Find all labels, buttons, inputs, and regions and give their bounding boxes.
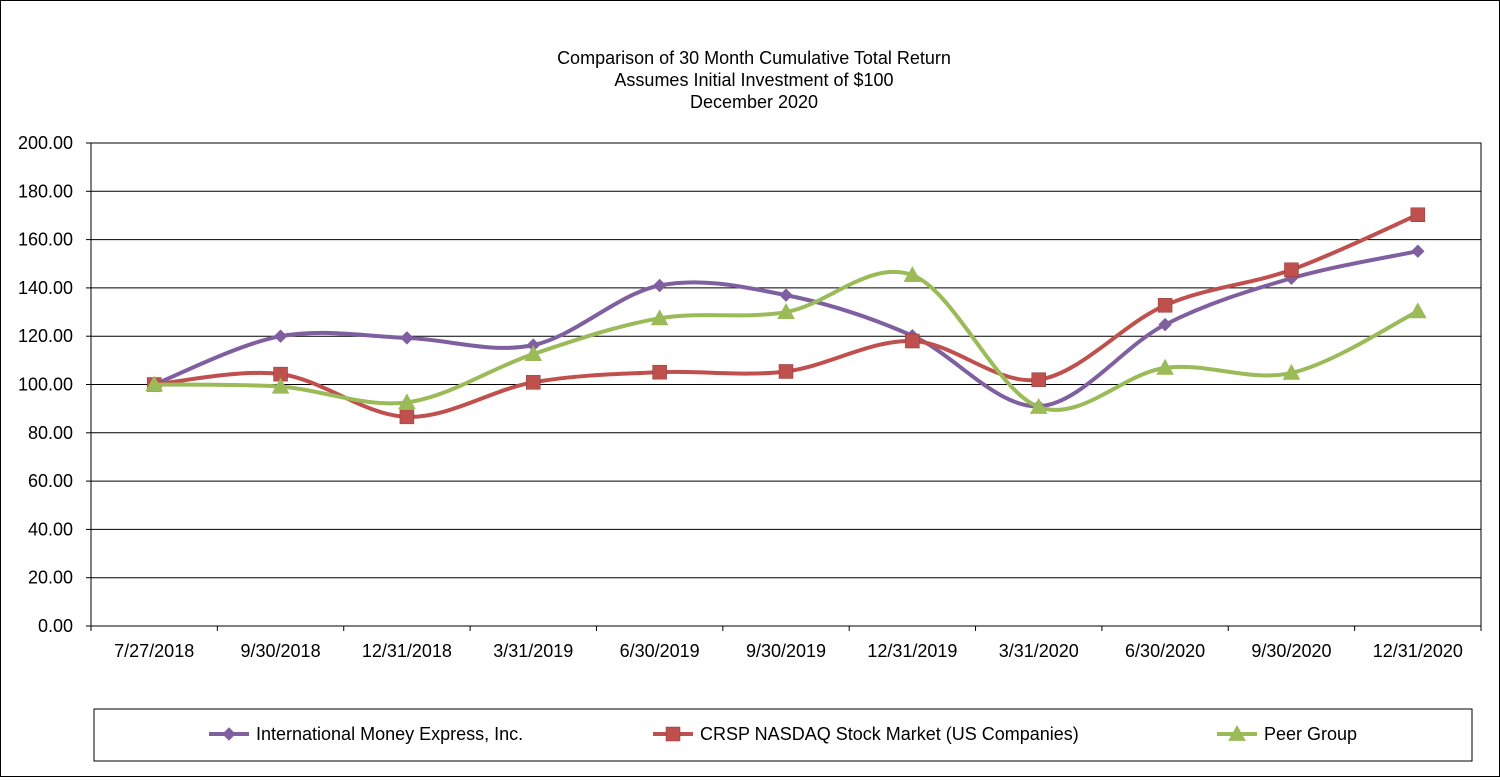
series-lines <box>145 207 1427 425</box>
data-point <box>399 409 415 425</box>
data-point <box>271 377 290 394</box>
y-tick-label: 120.00 <box>18 326 73 346</box>
data-point <box>526 375 541 390</box>
series-2 <box>146 207 1426 425</box>
legend-marker <box>1228 724 1246 741</box>
chart-title-line: December 2020 <box>690 92 818 112</box>
legend-marker <box>222 727 236 741</box>
y-tick-label: 0.00 <box>38 616 73 636</box>
y-tick-label: 60.00 <box>28 471 73 491</box>
y-tick-label: 100.00 <box>18 375 73 395</box>
data-point <box>1029 397 1048 414</box>
x-tick-label: 12/31/2019 <box>867 641 957 661</box>
x-tick-label: 6/30/2019 <box>620 641 700 661</box>
data-point <box>903 266 922 283</box>
data-point <box>1158 317 1172 332</box>
x-tick-label: 6/30/2020 <box>1125 641 1205 661</box>
y-tick-label: 180.00 <box>18 181 73 201</box>
x-tick-label: 3/31/2020 <box>999 641 1079 661</box>
series-3 <box>145 266 1427 414</box>
data-point <box>400 331 414 345</box>
y-tick-label: 80.00 <box>28 423 73 443</box>
legend-marker <box>665 726 681 742</box>
data-point <box>1157 298 1173 313</box>
legend-label: CRSP NASDAQ Stock Market (US Companies) <box>700 724 1079 744</box>
chart-title: Comparison of 30 Month Cumulative Total … <box>557 48 951 112</box>
data-point <box>779 288 793 302</box>
legend: International Money Express, Inc. CRSP NA… <box>93 708 1473 762</box>
data-point <box>1411 244 1425 258</box>
data-point <box>273 329 288 343</box>
legend-label: Peer Group <box>1264 724 1357 744</box>
x-tick-label: 12/31/2018 <box>362 641 452 661</box>
data-point <box>1408 302 1427 319</box>
data-point <box>1284 262 1299 278</box>
x-tick-label: 9/30/2019 <box>746 641 826 661</box>
gridlines <box>91 142 1481 627</box>
legend-item: Peer Group <box>1217 724 1357 744</box>
legend-label: International Money Express, Inc. <box>256 724 523 744</box>
data-point <box>145 375 164 392</box>
y-tick-label: 160.00 <box>18 230 73 250</box>
data-point <box>1031 372 1046 387</box>
y-tick-label: 200.00 <box>18 133 73 153</box>
y-tick-label: 40.00 <box>28 519 73 539</box>
data-point <box>650 309 669 326</box>
data-point <box>1410 207 1426 222</box>
y-axis: 0.00 20.00 40.00 60.00 80.00 100.00 120.00 140.… <box>18 133 91 636</box>
x-tick-label: 3/31/2019 <box>493 641 573 661</box>
data-point <box>777 303 795 319</box>
data-point <box>778 364 794 379</box>
data-point <box>524 345 543 361</box>
data-point <box>905 333 920 349</box>
legend-item: International Money Express, Inc. <box>209 724 523 744</box>
y-tick-label: 140.00 <box>18 278 73 298</box>
y-tick-label: 20.00 <box>28 568 73 588</box>
data-point <box>1156 358 1174 375</box>
legend-item: CRSP NASDAQ Stock Market (US Companies) <box>653 724 1079 744</box>
x-tick-label: 9/30/2020 <box>1251 641 1331 661</box>
x-axis: 7/27/2018 9/30/2018 12/31/2018 3/31/2019 6/3… <box>90 626 1482 661</box>
data-point <box>398 393 416 410</box>
series-line <box>152 269 1420 412</box>
x-tick-label: 12/31/2020 <box>1373 641 1463 661</box>
chart-title-line: Comparison of 30 Month Cumulative Total … <box>557 48 951 68</box>
data-point <box>652 364 667 380</box>
x-tick-label: 9/30/2018 <box>241 641 321 661</box>
x-tick-label: 7/27/2018 <box>114 641 194 661</box>
data-point <box>652 278 667 293</box>
chart-title-line: Assumes Initial Investment of $100 <box>614 70 893 90</box>
data-point <box>1282 363 1301 380</box>
